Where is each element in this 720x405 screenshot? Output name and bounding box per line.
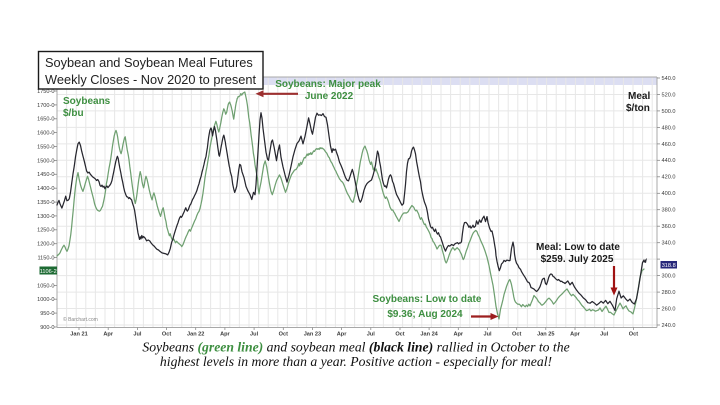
svg-text:Apr: Apr	[337, 332, 347, 338]
svg-text:1400-0: 1400-0	[37, 186, 54, 192]
svg-text:Soybeans: Soybeans	[63, 96, 111, 107]
svg-text:1106-2: 1106-2	[40, 269, 57, 275]
svg-text:Soybeans: Low to date: Soybeans: Low to date	[373, 294, 482, 305]
svg-text:Oct: Oct	[629, 332, 638, 338]
svg-text:$/ton: $/ton	[626, 103, 650, 114]
svg-text:Oct: Oct	[395, 332, 404, 338]
svg-text:1700-0: 1700-0	[37, 103, 54, 109]
svg-text:© Barchart.com: © Barchart.com	[63, 316, 98, 323]
svg-text:300.0: 300.0	[662, 274, 676, 280]
svg-text:Jul: Jul	[367, 332, 376, 338]
svg-text:Jan 25: Jan 25	[537, 332, 554, 338]
svg-text:Oct: Oct	[512, 332, 521, 338]
svg-text:$259. July 2025: $259. July 2025	[541, 254, 614, 265]
svg-text:1600-0: 1600-0	[37, 131, 54, 137]
svg-text:1500-0: 1500-0	[37, 158, 54, 164]
svg-text:1150-0: 1150-0	[37, 256, 54, 262]
svg-text:280.0: 280.0	[662, 290, 676, 296]
svg-text:540.0: 540.0	[662, 76, 676, 82]
svg-text:360.0: 360.0	[662, 224, 676, 230]
svg-text:Soybean and Soybean Meal Futur: Soybean and Soybean Meal Futures	[45, 55, 253, 70]
svg-text:900-0: 900-0	[40, 325, 54, 331]
svg-text:1350-0: 1350-0	[37, 200, 54, 206]
svg-text:Jan 21: Jan 21	[70, 332, 87, 338]
svg-text:$9.36; Aug 2024: $9.36; Aug 2024	[387, 309, 463, 320]
svg-text:500.0: 500.0	[662, 109, 676, 115]
svg-text:240.0: 240.0	[662, 323, 676, 329]
svg-text:420.0: 420.0	[662, 175, 676, 181]
svg-text:340.0: 340.0	[662, 241, 676, 247]
svg-text:Oct: Oct	[279, 332, 288, 338]
svg-text:Meal: Low to date: Meal: Low to date	[536, 242, 620, 253]
svg-text:440.0: 440.0	[662, 158, 676, 164]
svg-text:460.0: 460.0	[662, 142, 676, 148]
svg-text:1050-0: 1050-0	[37, 283, 54, 289]
svg-text:Apr: Apr	[220, 332, 230, 338]
svg-text:950-0: 950-0	[40, 311, 54, 317]
svg-text:Weekly Closes - Nov 2020 to pr: Weekly Closes - Nov 2020 to present	[45, 72, 256, 87]
svg-text:Jan 22: Jan 22	[187, 332, 204, 338]
svg-text:520.0: 520.0	[662, 92, 676, 98]
svg-text:1250-0: 1250-0	[37, 228, 54, 234]
svg-text:Oct: Oct	[162, 332, 171, 338]
svg-text:1550-0: 1550-0	[37, 144, 54, 150]
svg-text:Jul: Jul	[133, 332, 142, 338]
svg-text:Apr: Apr	[103, 332, 113, 338]
svg-text:Jan 23: Jan 23	[304, 332, 321, 338]
svg-text:$/bu: $/bu	[63, 108, 84, 119]
svg-text:1450-0: 1450-0	[37, 172, 54, 178]
svg-text:318.8: 318.8	[662, 263, 676, 269]
svg-text:Jul: Jul	[483, 332, 492, 338]
svg-text:1750-0: 1750-0	[37, 89, 54, 95]
svg-text:Jul: Jul	[250, 332, 259, 338]
svg-text:1300-0: 1300-0	[37, 214, 54, 220]
svg-text:Jan 24: Jan 24	[420, 332, 438, 338]
svg-text:260.0: 260.0	[662, 306, 676, 312]
svg-text:highest levels in more than a: highest levels in more than a year. Posi…	[160, 354, 552, 369]
svg-text:380.0: 380.0	[662, 208, 676, 214]
svg-text:1000-0: 1000-0	[37, 297, 54, 303]
svg-text:1200-0: 1200-0	[37, 242, 54, 248]
svg-text:Apr: Apr	[570, 332, 580, 338]
svg-text:1650-0: 1650-0	[37, 117, 54, 123]
svg-text:400.0: 400.0	[662, 191, 676, 197]
svg-text:Apr: Apr	[453, 332, 463, 338]
svg-text:June 2022: June 2022	[305, 91, 354, 102]
svg-text:Meal: Meal	[628, 91, 650, 102]
svg-text:480.0: 480.0	[662, 125, 676, 131]
svg-text:Soybeans (green line) and soyb: Soybeans (green line) and soybean meal (…	[142, 340, 569, 356]
svg-text:Jul: Jul	[600, 332, 609, 338]
svg-text:Soybeans: Major peak: Soybeans: Major peak	[275, 79, 381, 90]
